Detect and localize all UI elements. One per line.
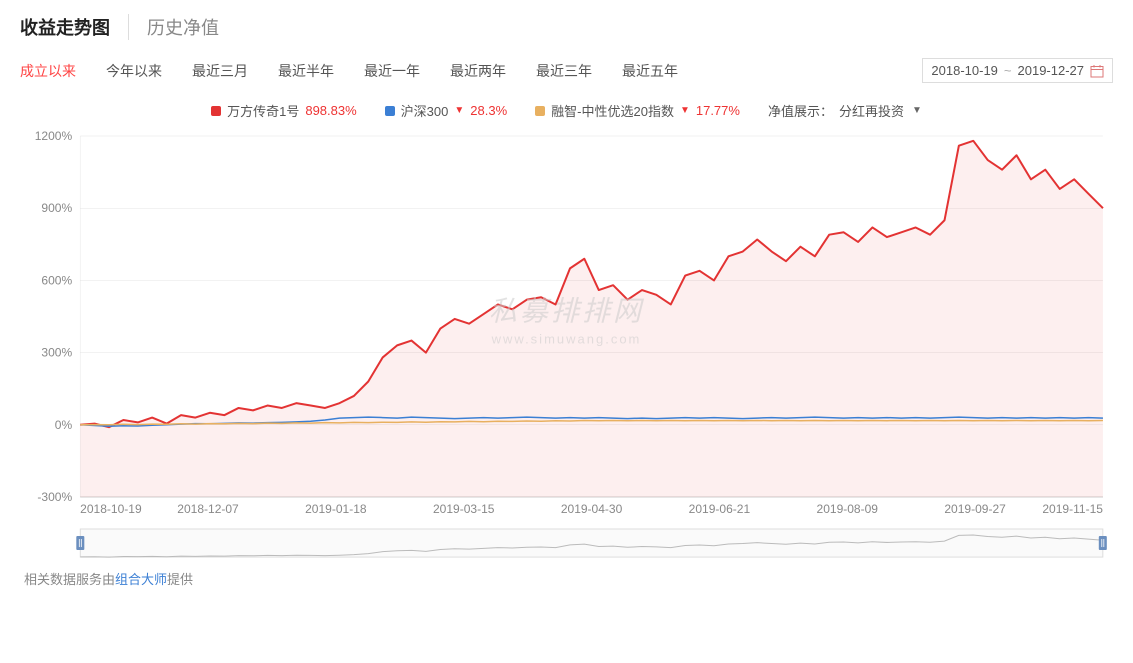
- down-triangle-icon: ▼: [680, 105, 690, 116]
- svg-text:2019-01-18: 2019-01-18: [305, 502, 367, 516]
- nav-display-label: 净值展示：: [768, 101, 833, 120]
- legend-label-0: 万方传奇1号: [227, 101, 299, 120]
- legend-label-2: 融智-中性优选20指数: [551, 101, 674, 120]
- range-item-2[interactable]: 最近三月: [192, 61, 248, 81]
- range-item-3[interactable]: 最近半年: [278, 61, 334, 81]
- svg-text:2018-12-07: 2018-12-07: [177, 502, 239, 516]
- footer-link[interactable]: 组合大师: [115, 572, 167, 587]
- range-item-0[interactable]: 成立以来: [20, 61, 76, 81]
- legend-value-1: 28.3%: [470, 103, 507, 118]
- chart-area: -300% 0% 300% 600% 900% 1200% 2018-10-19 2018-1…: [20, 130, 1113, 521]
- range-item-1[interactable]: 今年以来: [106, 61, 162, 81]
- down-triangle-icon: ▼: [454, 105, 464, 116]
- svg-text:2019-09-27: 2019-09-27: [944, 502, 1006, 516]
- date-separator: ~: [1004, 63, 1012, 78]
- range-item-5[interactable]: 最近两年: [450, 61, 506, 81]
- date-end: 2019-12-27: [1018, 63, 1085, 78]
- nav-display-value: 分红再投资: [839, 101, 904, 120]
- footer-note: 相关数据服务由组合大师提供: [20, 569, 1113, 588]
- svg-text:900%: 900%: [41, 201, 72, 215]
- svg-text:1200%: 1200%: [35, 130, 73, 143]
- tab-history-nav[interactable]: 历史净值: [147, 14, 237, 40]
- legend-item-2[interactable]: 融智-中性优选20指数 ▼ 17.77%: [535, 101, 740, 120]
- range-item-7[interactable]: 最近五年: [622, 61, 678, 81]
- return-line-chart[interactable]: -300% 0% 300% 600% 900% 1200% 2018-10-19 2018-1…: [20, 130, 1113, 521]
- legend-swatch-1: [385, 106, 395, 116]
- legend-item-0[interactable]: 万方传奇1号 898.83%: [211, 101, 357, 120]
- svg-text:-300%: -300%: [37, 490, 72, 504]
- legend-value-0: 898.83%: [305, 103, 356, 118]
- svg-text:2019-11-15: 2019-11-15: [1042, 502, 1103, 516]
- range-item-6[interactable]: 最近三年: [536, 61, 592, 81]
- legend-swatch-2: [535, 106, 545, 116]
- range-row: 成立以来 今年以来 最近三月 最近半年 最近一年 最近两年 最近三年 最近五年 2018-10…: [20, 58, 1113, 83]
- nav-display-selector[interactable]: 净值展示： 分红再投资 ▼: [768, 101, 922, 120]
- header-tabs: 收益走势图 历史净值: [20, 14, 1113, 40]
- legend-label-1: 沪深300: [401, 101, 449, 120]
- legend-value-2: 17.77%: [696, 103, 740, 118]
- svg-text:600%: 600%: [41, 273, 72, 287]
- date-start: 2018-10-19: [931, 63, 998, 78]
- tab-return-chart[interactable]: 收益走势图: [20, 14, 129, 40]
- caret-down-icon: ▼: [912, 105, 922, 116]
- mini-brush-chart[interactable]: [20, 527, 1113, 559]
- svg-text:2019-08-09: 2019-08-09: [817, 502, 879, 516]
- svg-text:300%: 300%: [41, 346, 72, 360]
- svg-text:2018-10-19: 2018-10-19: [80, 502, 142, 516]
- legend-item-1[interactable]: 沪深300 ▼ 28.3%: [385, 101, 507, 120]
- svg-text:0%: 0%: [55, 418, 73, 432]
- range-item-4[interactable]: 最近一年: [364, 61, 420, 81]
- svg-text:2019-06-21: 2019-06-21: [689, 502, 751, 516]
- legend-swatch-0: [211, 106, 221, 116]
- svg-text:2019-04-30: 2019-04-30: [561, 502, 623, 516]
- date-range-picker[interactable]: 2018-10-19 ~ 2019-12-27: [922, 58, 1113, 83]
- legend-row: 万方传奇1号 898.83% 沪深300 ▼ 28.3% 融智-中性优选20指数…: [20, 101, 1113, 120]
- calendar-icon: [1090, 64, 1104, 78]
- svg-text:2019-03-15: 2019-03-15: [433, 502, 495, 516]
